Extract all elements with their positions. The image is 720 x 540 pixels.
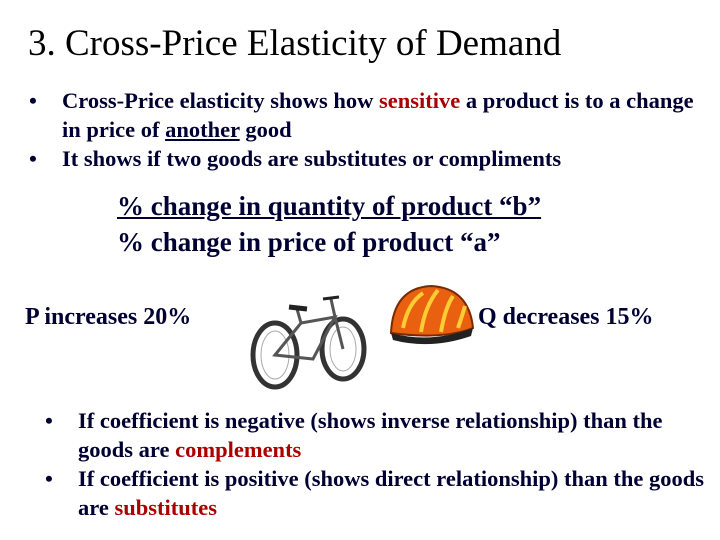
underlined: another	[165, 117, 240, 142]
highlight: complements	[175, 437, 302, 462]
text: If coefficient is negative (shows invers…	[78, 408, 663, 462]
bullet-dot: •	[45, 466, 53, 491]
bullet: • If coefficient is positive (shows direc…	[45, 464, 708, 522]
text: It shows if two goods are substitutes or…	[62, 146, 562, 171]
bullet: • Cross-Price elasticity shows how sensit…	[29, 86, 702, 144]
bullet-dot: •	[29, 88, 37, 113]
bullet-list: • Cross-Price elasticity shows how sensit…	[29, 86, 702, 173]
text: a product is to a change in price of	[62, 88, 694, 142]
bicycle-image	[250, 295, 367, 390]
helmet-image	[389, 284, 475, 345]
text: If coefficient is positive (shows direct…	[78, 466, 705, 520]
text: Cross-Price elasticity shows how	[62, 88, 380, 113]
highlight: sensitive	[379, 88, 461, 113]
formula: % change in quantity of product “b” % ch…	[117, 188, 541, 260]
numerator: % change in quantity of product “b”	[117, 191, 542, 221]
highlight: substitutes	[114, 495, 217, 520]
text: good	[239, 117, 292, 142]
bullet: • It shows if two goods are substitutes o…	[29, 144, 702, 173]
slide-title: 3. Cross-Price Elasticity of Demand	[28, 23, 562, 64]
bullet-dot: •	[45, 408, 53, 433]
bullet-list: • If coefficient is negative (shows inver…	[45, 406, 708, 522]
price-label: P increases 20%	[25, 304, 192, 330]
bullet: • If coefficient is negative (shows inver…	[45, 406, 708, 464]
quantity-label: Q decreases 15%	[478, 304, 654, 330]
bullet-dot: •	[29, 146, 37, 171]
denominator: % change in price of product “a”	[117, 227, 501, 257]
